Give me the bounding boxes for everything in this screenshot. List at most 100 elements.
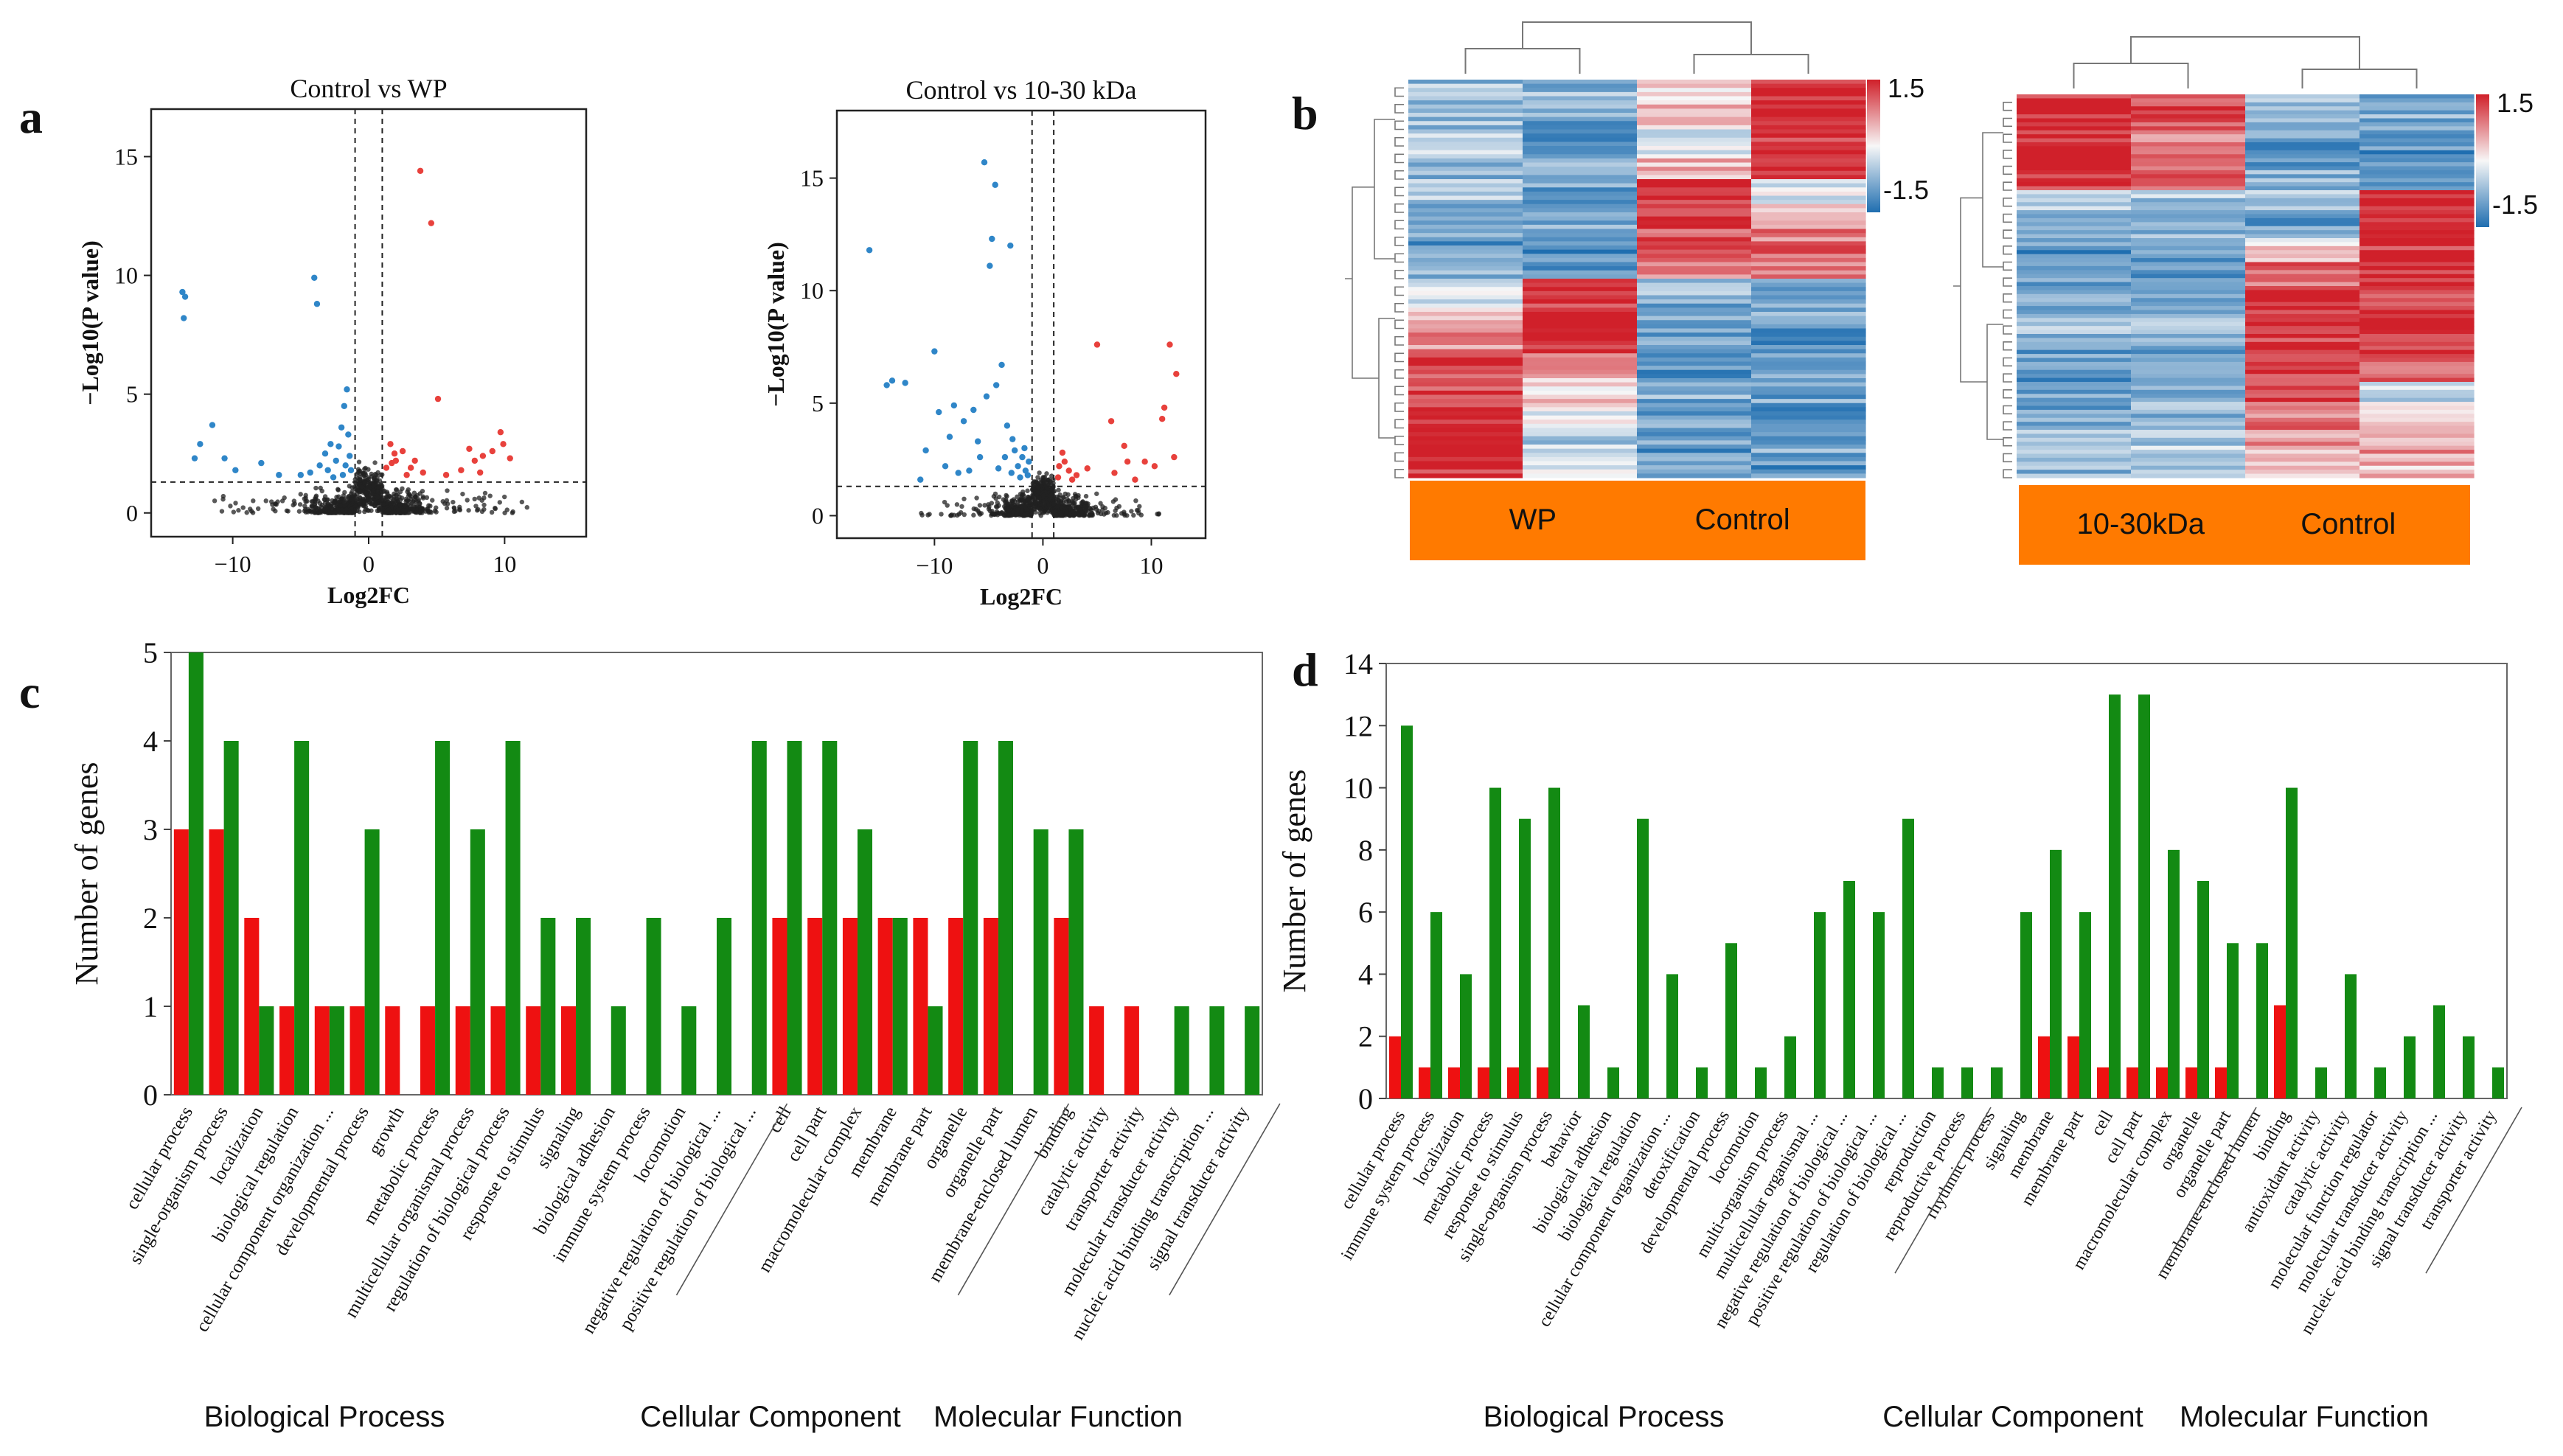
y-tick-label: 10 bbox=[800, 277, 824, 304]
heat-cell bbox=[2359, 450, 2475, 455]
y-tick-label: 5 bbox=[143, 636, 158, 669]
up-point bbox=[1065, 467, 1072, 474]
heat-cell bbox=[2131, 318, 2246, 323]
down-point bbox=[297, 472, 305, 478]
heat-cell bbox=[2359, 310, 2475, 315]
bar-green bbox=[2227, 943, 2239, 1098]
heat-cell bbox=[2359, 366, 2475, 371]
down-point bbox=[345, 431, 352, 438]
heat-cell bbox=[2131, 250, 2246, 255]
bar-green bbox=[2050, 849, 2062, 1098]
group-label: Cellular Component bbox=[640, 1401, 901, 1433]
heat-cell bbox=[1408, 241, 1523, 246]
heat-cell bbox=[2017, 338, 2132, 343]
heat-cell bbox=[2245, 414, 2360, 419]
bar-green bbox=[1548, 787, 1560, 1098]
y-tick-label: 4 bbox=[143, 725, 158, 758]
ns-point bbox=[1033, 509, 1038, 515]
heat-cell bbox=[1751, 245, 1866, 251]
heat-cell bbox=[1637, 361, 1752, 366]
ns-point bbox=[1093, 504, 1099, 509]
x-tick-label: 0 bbox=[1037, 552, 1048, 579]
heat-cell bbox=[1523, 158, 1638, 164]
ns-point bbox=[1070, 500, 1075, 506]
down-point bbox=[992, 181, 998, 188]
bar-green bbox=[2079, 912, 2091, 1098]
legend-low-label: -1.5 bbox=[2492, 189, 2538, 220]
heat-cell bbox=[1637, 162, 1752, 167]
ns-point bbox=[352, 477, 358, 482]
ns-point bbox=[1113, 497, 1119, 502]
bar-green bbox=[1460, 974, 1472, 1098]
heat-cell bbox=[1523, 436, 1638, 441]
up-point bbox=[1132, 476, 1138, 483]
heat-cell bbox=[1408, 448, 1523, 453]
heat-cell bbox=[1637, 237, 1752, 242]
down-point bbox=[1001, 453, 1009, 461]
heat-cell bbox=[1408, 233, 1523, 238]
heat-cell bbox=[1751, 282, 1866, 288]
x-axis-label: Log2FC bbox=[327, 582, 410, 608]
heat-cell bbox=[1523, 448, 1638, 453]
heat-cell bbox=[1523, 96, 1638, 101]
ns-point bbox=[393, 487, 399, 492]
heat-cell bbox=[2131, 206, 2246, 211]
ns-point bbox=[481, 502, 487, 508]
heat-cell bbox=[2359, 330, 2475, 335]
heat-cell bbox=[1523, 162, 1638, 167]
heat-cell bbox=[2245, 321, 2360, 327]
heat-cell bbox=[1523, 237, 1638, 242]
heat-cell bbox=[1408, 374, 1523, 379]
ns-point bbox=[411, 498, 417, 503]
heat-cell bbox=[1523, 274, 1638, 279]
heat-cell bbox=[2359, 442, 2475, 447]
heat-cell bbox=[2017, 206, 2132, 211]
heat-cell bbox=[1523, 80, 1638, 85]
heat-cell bbox=[1408, 208, 1523, 213]
ns-point bbox=[1004, 499, 1009, 504]
down-point bbox=[902, 380, 908, 386]
bar-green bbox=[998, 741, 1013, 1095]
heat-cell bbox=[2245, 442, 2360, 447]
y-tick-label: 12 bbox=[1343, 709, 1373, 742]
bar-red bbox=[1537, 1067, 1548, 1098]
heat-cell bbox=[2245, 354, 2360, 359]
bar-green bbox=[364, 829, 380, 1095]
down-point bbox=[191, 455, 198, 461]
x-tick-label: 10 bbox=[1139, 552, 1163, 579]
down-point bbox=[338, 424, 345, 431]
ns-point bbox=[939, 512, 944, 517]
down-point bbox=[276, 472, 282, 478]
ns-point bbox=[1035, 485, 1041, 490]
heat-cell bbox=[2245, 394, 2360, 399]
heat-cell bbox=[1408, 162, 1523, 167]
ns-point bbox=[1032, 489, 1037, 495]
heat-cell bbox=[2245, 242, 2360, 247]
bar-red bbox=[2126, 1067, 2138, 1098]
ns-point bbox=[362, 467, 367, 472]
heat-cell bbox=[2131, 405, 2246, 411]
x-tick-label: −10 bbox=[215, 551, 251, 577]
heat-cell bbox=[1408, 419, 1523, 425]
heat-cell bbox=[2017, 114, 2132, 119]
up-point bbox=[411, 457, 418, 464]
heat-cell bbox=[1751, 461, 1866, 466]
up-point bbox=[1056, 463, 1063, 470]
group-divider bbox=[2160, 1107, 2257, 1274]
bar-red bbox=[1419, 1067, 1430, 1098]
heat-cell bbox=[2131, 282, 2246, 287]
down-point bbox=[917, 476, 924, 483]
heat-cell bbox=[2017, 461, 2132, 467]
up-point bbox=[1061, 459, 1068, 465]
heat-cell bbox=[1751, 287, 1866, 292]
heat-cell bbox=[1637, 80, 1752, 85]
heat-cell bbox=[2245, 118, 2360, 123]
heat-cell bbox=[2245, 374, 2360, 379]
heat-cell bbox=[1751, 104, 1866, 109]
heat-cell bbox=[1408, 279, 1523, 284]
heat-cell bbox=[1523, 324, 1638, 330]
bar-green bbox=[1961, 1067, 1973, 1098]
heat-cell bbox=[2245, 425, 2360, 431]
heat-cell bbox=[1637, 137, 1752, 142]
heat-cell bbox=[1523, 465, 1638, 470]
